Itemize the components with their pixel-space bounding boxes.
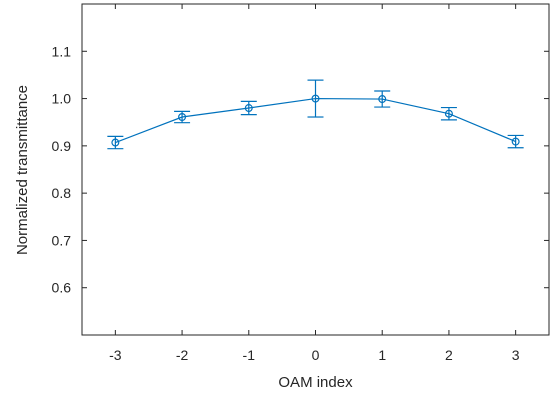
y-tick-label: 1.1 (52, 43, 72, 59)
data-layer (107, 79, 524, 150)
y-tick-label: 0.8 (52, 185, 72, 201)
y-tick-label: 0.7 (52, 232, 72, 248)
x-tick-label: 3 (512, 347, 520, 363)
x-tick-label: 2 (445, 347, 453, 363)
data-point (111, 138, 120, 147)
x-tick-label: -2 (176, 347, 189, 363)
x-axis-label: OAM index (278, 374, 353, 391)
data-point (511, 137, 520, 146)
data-point (178, 113, 187, 122)
x-tick-label: -1 (243, 347, 256, 363)
x-tick-label: 0 (312, 347, 320, 363)
y-tick-label: 1.0 (52, 91, 72, 107)
axes-layer: -3 -2 -1 0 1 2 3 0.6 0.7 0.8 0.9 1.0 1.1 (52, 3, 550, 363)
y-tick-label: 0.6 (52, 280, 72, 296)
data-point (444, 109, 453, 118)
x-tick-label: 1 (378, 347, 386, 363)
data-point (311, 94, 320, 103)
y-tick-label: 0.9 (52, 138, 72, 154)
data-point (378, 95, 387, 104)
data-point (244, 104, 253, 113)
x-tick-label: -3 (109, 347, 122, 363)
y-axis-label: Normalized transmittance (14, 85, 31, 255)
plot-area-background (82, 4, 549, 335)
